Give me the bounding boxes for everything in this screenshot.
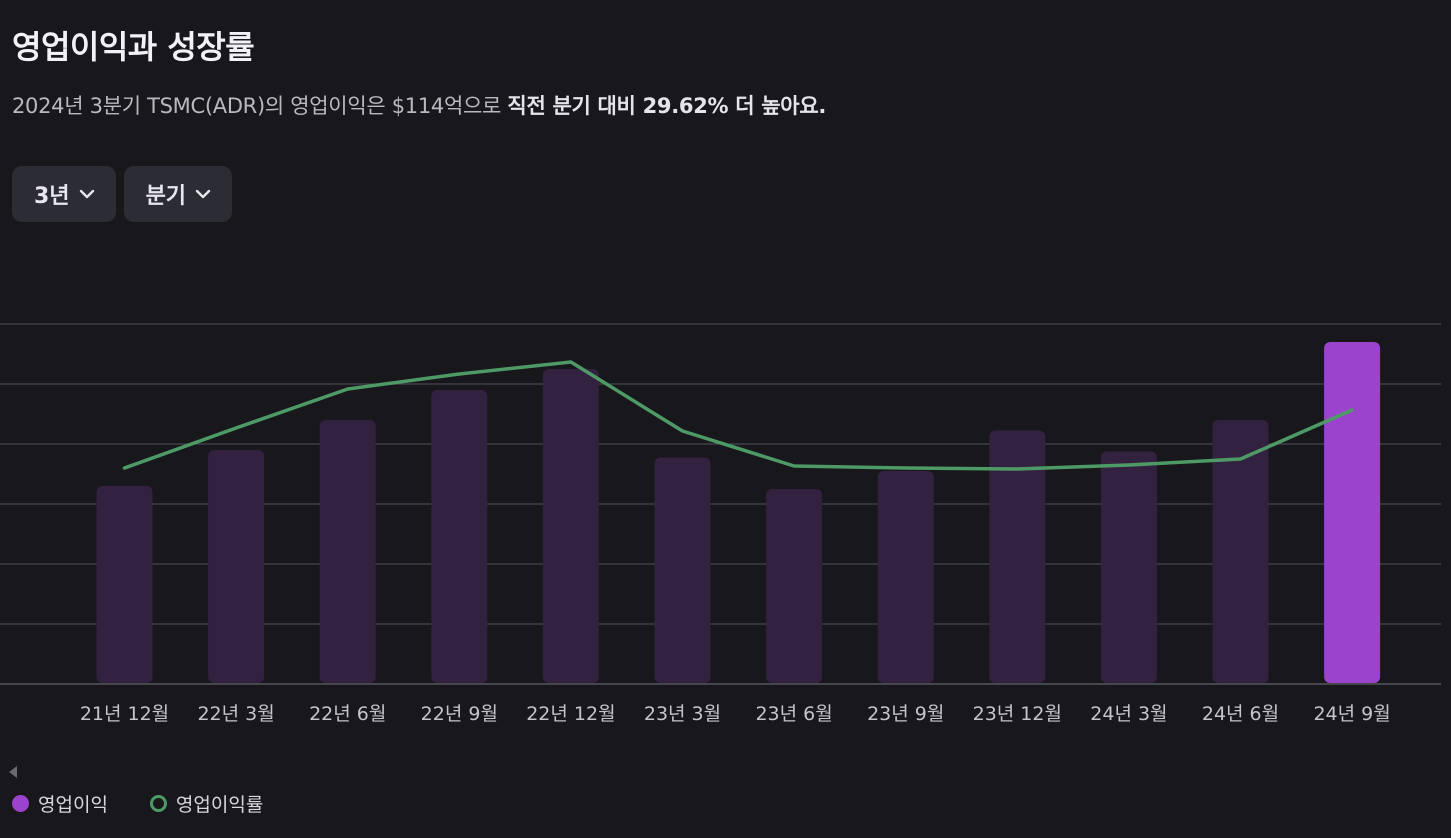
legend-item-operating-margin[interactable]: 영업이익률 <box>149 790 264 817</box>
legend-label: 영업이익 <box>38 794 108 816</box>
summary-highlight: 직전 분기 대비 29.62% 더 높아요. <box>507 94 827 118</box>
x-tick-label: 22년 12월 <box>526 703 615 725</box>
bar-operating-profit <box>208 450 265 683</box>
x-tick-label: 24년 6월 <box>1202 703 1279 725</box>
filter-bar: 3년 분기 <box>12 166 233 222</box>
legend-item-operating-profit[interactable]: 영업이익 <box>12 790 108 817</box>
x-tick-label: 21년 12월 <box>80 703 169 725</box>
interval-dropdown[interactable]: 분기 <box>123 166 233 222</box>
period-dropdown-label: 3년 <box>34 184 70 209</box>
legend-line-swatch <box>149 795 167 812</box>
chart-legend: 영업이익 영업이익률 <box>12 790 263 817</box>
bar-operating-profit <box>1324 342 1381 683</box>
interval-dropdown-label: 분기 <box>145 184 187 209</box>
x-tick-label: 22년 3월 <box>197 703 274 725</box>
x-tick-label: 24년 3월 <box>1090 703 1167 725</box>
bar-operating-profit <box>989 430 1046 683</box>
page-title: 영업이익과 성장률 <box>12 28 255 66</box>
bar-operating-profit <box>542 369 599 683</box>
legend-bar-swatch <box>12 795 29 812</box>
bar-operating-profit <box>431 390 488 683</box>
bar-operating-profit <box>877 471 934 683</box>
x-tick-label: 23년 6월 <box>755 703 832 725</box>
chevron-down-icon <box>195 189 211 199</box>
x-tick-label: 23년 9월 <box>867 703 944 725</box>
legend-label: 영업이익률 <box>175 794 264 816</box>
chevron-down-icon <box>79 189 94 199</box>
bar-operating-profit <box>96 486 153 683</box>
x-tick-label: 24년 9월 <box>1313 703 1390 725</box>
scroll-left-icon[interactable] <box>7 765 19 779</box>
bar-operating-profit <box>1212 420 1269 683</box>
x-tick-label: 22년 9월 <box>421 703 498 725</box>
bar-operating-profit <box>319 420 376 683</box>
summary-prefix: 2024년 3분기 TSMC(ADR)의 영업이익은 $114억으로 <box>12 94 508 118</box>
summary-text: 2024년 3분기 TSMC(ADR)의 영업이익은 $114억으로 직전 분기… <box>12 90 826 120</box>
bar-operating-profit <box>1100 451 1157 683</box>
bar-operating-profit <box>654 457 711 683</box>
bar-operating-profit <box>766 489 823 683</box>
operating-profit-chart: 21년 12월 22년 3월 22년 6월 22년 9월 22년 12월 23년 3월 23… <box>0 323 1441 725</box>
line-operating-margin <box>122 360 1354 471</box>
x-tick-label: 23년 3월 <box>644 703 721 725</box>
x-tick-label: 22년 6월 <box>309 703 386 725</box>
period-dropdown[interactable]: 3년 <box>12 166 116 222</box>
x-tick-label: 23년 12월 <box>973 703 1062 725</box>
